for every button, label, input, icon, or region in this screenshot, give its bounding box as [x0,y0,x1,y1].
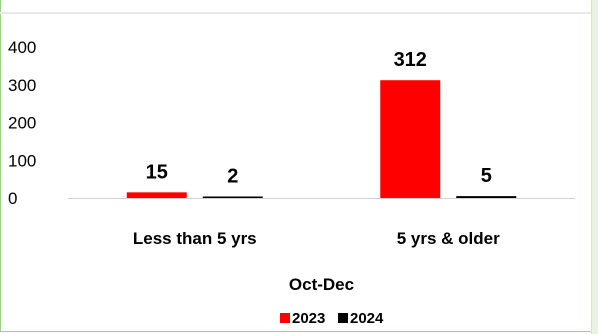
category-label: Less than 5 yrs [133,229,257,248]
legend-entry: 2024 [350,310,384,327]
data-label: 5 [481,165,492,187]
y-tick-label: 100 [8,151,36,170]
y-axis-ticks: 0 100 200 300 400 [8,38,36,208]
legend-entry: 2023 [292,310,325,327]
legend-swatch [280,313,290,323]
x-axis-title: Oct-Dec [289,275,354,294]
bars [126,80,517,198]
legend: 2023 2024 [280,310,384,327]
top-edge [0,0,598,14]
legend-swatch [338,313,348,323]
y-tick-label: 200 [8,114,36,133]
data-label: 15 [146,161,168,183]
bar-2024-1 [456,196,517,198]
right-edge [591,0,598,334]
y-tick-label: 300 [8,76,36,95]
bar-2023-1 [380,80,441,198]
y-tick-label: 400 [8,38,36,57]
bar-2024-0 [202,196,263,198]
category-labels: Less than 5 yrs 5 yrs & older [133,229,500,248]
y-tick-label: 0 [8,189,17,208]
data-label: 2 [227,166,238,188]
data-label: 312 [394,49,427,71]
bar-2023-0 [126,192,187,198]
category-label: 5 yrs & older [397,229,500,248]
data-labels: 15 2 312 5 [146,49,492,187]
